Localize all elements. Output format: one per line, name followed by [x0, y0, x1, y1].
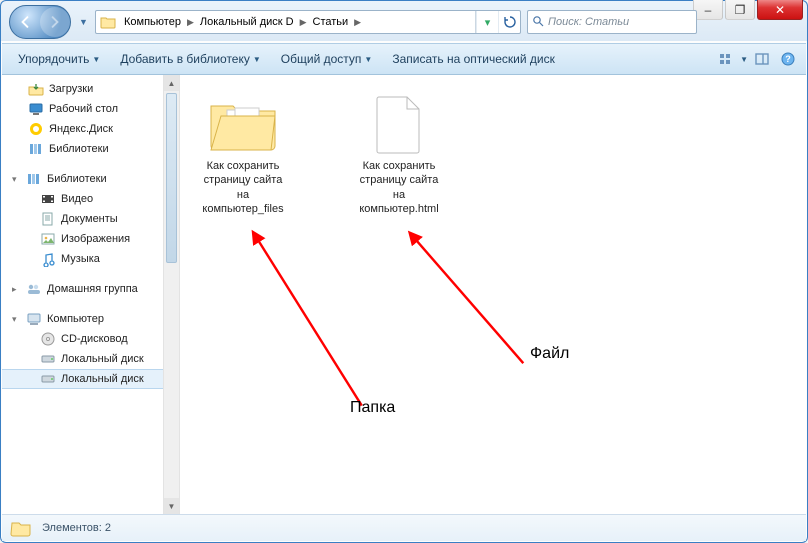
chevron-right-icon[interactable]: ▶: [352, 17, 363, 28]
view-options-button[interactable]: [714, 47, 738, 71]
forward-button[interactable]: [40, 7, 70, 37]
folder-icon: [10, 518, 32, 538]
nav-back-forward: [9, 5, 71, 39]
sidebar-item-label: Рабочий стол: [49, 103, 118, 115]
scroll-track[interactable]: [164, 265, 179, 498]
folder-icon: [100, 14, 116, 30]
help-button[interactable]: ?: [776, 47, 800, 71]
sidebar: Загрузки Рабочий стол Яндекс.Диск Библио…: [2, 75, 180, 514]
chevron-right-icon[interactable]: ▶: [298, 17, 309, 28]
address-buttons: ▾: [475, 11, 520, 33]
body: Загрузки Рабочий стол Яндекс.Диск Библио…: [2, 75, 806, 514]
add-to-library-button[interactable]: Добавить в библиотеку▼: [110, 44, 270, 74]
chevron-right-icon[interactable]: ▶: [185, 17, 196, 28]
scroll-thumb[interactable]: [166, 93, 177, 263]
sidebar-item-video[interactable]: Видео: [2, 189, 179, 209]
scroll-down-button[interactable]: ▼: [164, 498, 179, 514]
sidebar-group-computer[interactable]: ▾ Компьютер: [2, 309, 179, 329]
statusbar: Элементов: 2: [2, 514, 806, 541]
breadcrumb[interactable]: Компьютер: [120, 11, 185, 33]
item-label: Как сохранить страницу сайта на компьюте…: [359, 159, 438, 216]
sidebar-item-local-disk-selected[interactable]: Локальный диск: [2, 369, 179, 389]
burn-button[interactable]: Записать на оптический диск: [382, 44, 565, 74]
view-dropdown[interactable]: ▼: [740, 55, 748, 64]
sidebar-item-label: Локальный диск: [61, 373, 144, 385]
sidebar-item-documents[interactable]: Документы: [2, 209, 179, 229]
download-icon: [28, 81, 44, 97]
sidebar-item-label: Видео: [61, 193, 93, 205]
status-text: Элементов: 2: [42, 522, 111, 534]
toolbar: Упорядочить▼ Добавить в библиотеку▼ Общи…: [2, 43, 806, 75]
search-placeholder: Поиск: Статьи: [548, 16, 629, 28]
sidebar-item-music[interactable]: Музыка: [2, 249, 179, 269]
collapse-icon[interactable]: ▾: [12, 314, 21, 325]
sidebar-item-label: Документы: [61, 213, 118, 225]
annotation-folder-label: Папка: [350, 399, 395, 417]
sidebar-item-yandex-disk[interactable]: Яндекс.Диск: [2, 119, 179, 139]
svg-text:?: ?: [785, 54, 791, 64]
close-button[interactable]: ✕: [757, 0, 803, 20]
share-button[interactable]: Общий доступ▼: [271, 44, 383, 74]
sidebar-item-downloads[interactable]: Загрузки: [2, 79, 179, 99]
sidebar-item-label: Изображения: [61, 233, 130, 245]
preview-pane-button[interactable]: [750, 47, 774, 71]
disk-icon: [40, 351, 56, 367]
sidebar-group-libraries[interactable]: ▾ Библиотеки: [2, 169, 179, 189]
sidebar-item-libraries-shortcut[interactable]: Библиотеки: [2, 139, 179, 159]
annotation-file-label: Файл: [530, 345, 569, 363]
sidebar-item-local-disk[interactable]: Локальный диск: [2, 349, 179, 369]
sidebar-item-label: Библиотеки: [49, 143, 109, 155]
sidebar-group-homegroup[interactable]: ▸ Домашняя группа: [2, 279, 179, 299]
disk-icon: [40, 371, 56, 387]
breadcrumb[interactable]: Локальный диск D: [196, 11, 298, 33]
maximize-button[interactable]: ❐: [725, 0, 755, 20]
sidebar-item-label: Яндекс.Диск: [49, 123, 113, 135]
sidebar-group-label: Библиотеки: [47, 173, 107, 185]
pics-icon: [40, 231, 56, 247]
file-icon: [359, 93, 439, 157]
sidebar-item-pictures[interactable]: Изображения: [2, 229, 179, 249]
folder-icon: [203, 93, 283, 157]
refresh-button[interactable]: [498, 11, 520, 33]
window-controls: – ❐ ✕: [693, 0, 803, 20]
nav-row: ▼ Компьютер ▶ Локальный диск D ▶ Статьи …: [9, 7, 697, 37]
video-icon: [40, 191, 56, 207]
sidebar-item-label: Загрузки: [49, 83, 93, 95]
yadisk-icon: [28, 121, 44, 137]
music-icon: [40, 251, 56, 267]
libraries-icon: [28, 141, 44, 157]
sidebar-group-label: Домашняя группа: [47, 283, 138, 295]
sidebar-item-label: Музыка: [61, 253, 100, 265]
address-dropdown-button[interactable]: ▾: [476, 11, 498, 33]
scroll-up-button[interactable]: ▲: [164, 75, 179, 91]
cd-icon: [40, 331, 56, 347]
libraries-icon: [26, 171, 42, 187]
sidebar-item-label: CD-дисковод: [61, 333, 128, 345]
sidebar-item-label: Локальный диск: [61, 353, 144, 365]
minimize-button[interactable]: –: [693, 0, 723, 20]
content-pane[interactable]: Как сохранить страницу сайта на компьюте…: [180, 75, 806, 514]
content-item-file[interactable]: Как сохранить страницу сайта на компьюте…: [344, 93, 454, 216]
sidebar-scrollbar[interactable]: ▲ ▼: [163, 75, 179, 514]
content-item-folder[interactable]: Как сохранить страницу сайта на компьюте…: [188, 93, 298, 216]
back-button[interactable]: [10, 7, 40, 37]
item-label: Как сохранить страницу сайта на компьюте…: [202, 159, 283, 216]
homegroup-icon: [26, 281, 42, 297]
address-bar[interactable]: Компьютер ▶ Локальный диск D ▶ Статьи ▶ …: [95, 10, 521, 34]
sidebar-item-desktop[interactable]: Рабочий стол: [2, 99, 179, 119]
collapse-icon[interactable]: ▾: [12, 174, 21, 185]
expand-icon[interactable]: ▸: [12, 284, 21, 295]
search-icon: [532, 15, 544, 30]
explorer-window: – ❐ ✕ ▼ Компьютер ▶ Локальный диск D ▶ С…: [0, 0, 808, 543]
computer-icon: [26, 311, 42, 327]
search-input[interactable]: Поиск: Статьи: [527, 10, 697, 34]
toolbar-right: ▼ ?: [714, 47, 800, 71]
desktop-icon: [28, 101, 44, 117]
docs-icon: [40, 211, 56, 227]
breadcrumb[interactable]: Статьи: [309, 11, 353, 33]
sidebar-group-label: Компьютер: [47, 313, 104, 325]
nav-history-dropdown[interactable]: ▼: [79, 17, 89, 27]
sidebar-item-cd[interactable]: CD-дисковод: [2, 329, 179, 349]
organize-button[interactable]: Упорядочить▼: [8, 44, 110, 74]
